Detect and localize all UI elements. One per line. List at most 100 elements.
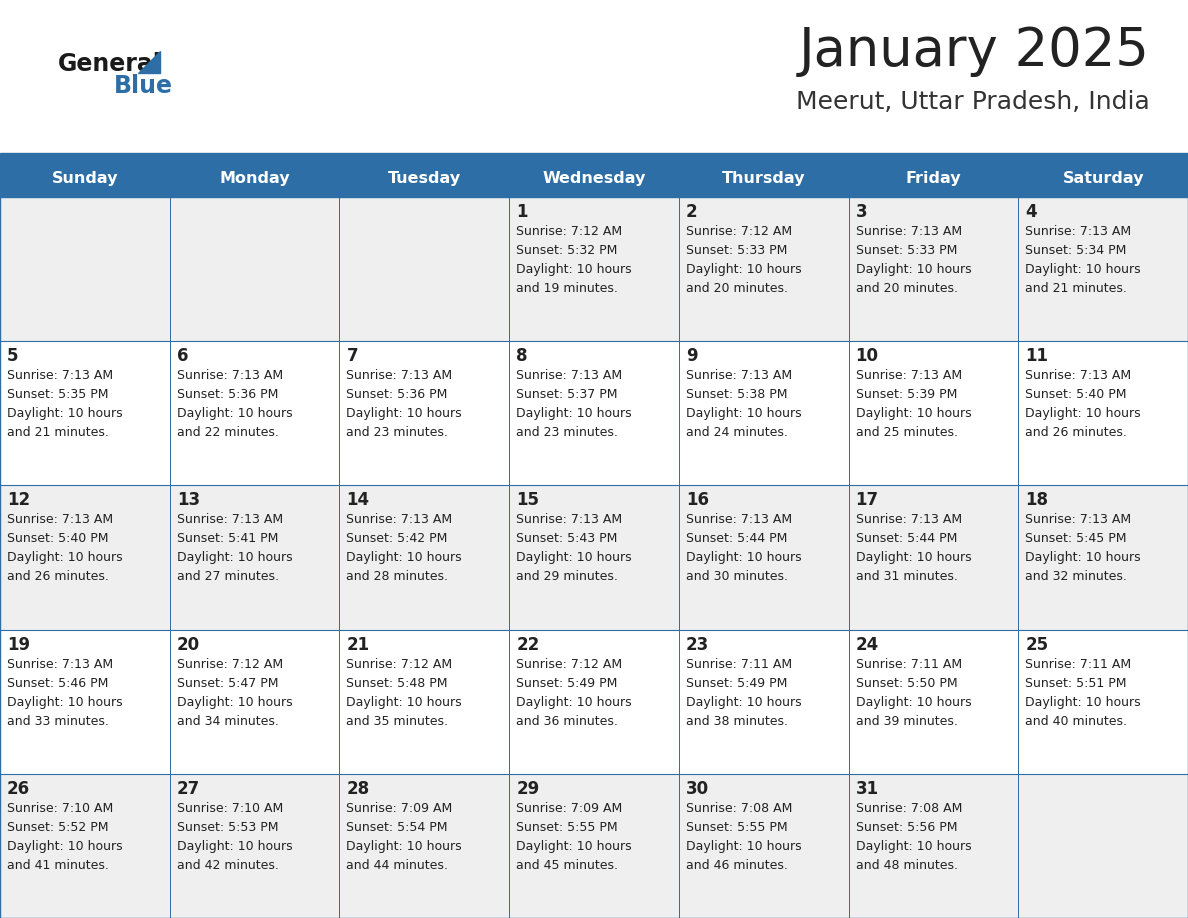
Text: and 29 minutes.: and 29 minutes. bbox=[516, 570, 618, 584]
Text: Monday: Monday bbox=[220, 171, 290, 185]
Text: Sunrise: 7:10 AM: Sunrise: 7:10 AM bbox=[177, 801, 283, 815]
Text: 1: 1 bbox=[516, 203, 527, 221]
Text: Daylight: 10 hours: Daylight: 10 hours bbox=[7, 408, 122, 420]
Text: and 35 minutes.: and 35 minutes. bbox=[347, 714, 448, 728]
Text: Sunrise: 7:12 AM: Sunrise: 7:12 AM bbox=[177, 657, 283, 671]
Bar bbox=[340, 630, 510, 774]
Polygon shape bbox=[138, 51, 160, 73]
Text: Sunset: 5:50 PM: Sunset: 5:50 PM bbox=[855, 677, 958, 689]
Bar bbox=[0, 774, 170, 918]
Bar bbox=[0, 197, 170, 341]
Text: Friday: Friday bbox=[905, 171, 961, 185]
Text: Sunset: 5:55 PM: Sunset: 5:55 PM bbox=[516, 821, 618, 834]
Bar bbox=[848, 197, 1018, 341]
Text: and 30 minutes.: and 30 minutes. bbox=[685, 570, 788, 584]
Bar bbox=[1018, 341, 1188, 486]
Bar bbox=[510, 486, 678, 630]
Text: Sunset: 5:44 PM: Sunset: 5:44 PM bbox=[855, 532, 958, 545]
Text: Daylight: 10 hours: Daylight: 10 hours bbox=[7, 552, 122, 565]
Text: Sunset: 5:48 PM: Sunset: 5:48 PM bbox=[347, 677, 448, 689]
Text: Daylight: 10 hours: Daylight: 10 hours bbox=[177, 696, 292, 709]
Bar bbox=[510, 341, 678, 486]
Text: and 19 minutes.: and 19 minutes. bbox=[516, 282, 618, 295]
Text: and 32 minutes.: and 32 minutes. bbox=[1025, 570, 1127, 584]
Bar bbox=[340, 341, 510, 486]
Bar bbox=[678, 630, 848, 774]
Text: Sunset: 5:43 PM: Sunset: 5:43 PM bbox=[516, 532, 618, 545]
Text: Daylight: 10 hours: Daylight: 10 hours bbox=[1025, 696, 1140, 709]
Text: 20: 20 bbox=[177, 635, 200, 654]
Text: 2: 2 bbox=[685, 203, 697, 221]
Text: and 27 minutes.: and 27 minutes. bbox=[177, 570, 279, 584]
Bar bbox=[0, 159, 170, 197]
Text: Sunset: 5:56 PM: Sunset: 5:56 PM bbox=[855, 821, 958, 834]
Text: Daylight: 10 hours: Daylight: 10 hours bbox=[685, 696, 802, 709]
Text: and 24 minutes.: and 24 minutes. bbox=[685, 426, 788, 439]
Text: 10: 10 bbox=[855, 347, 879, 365]
Bar bbox=[510, 774, 678, 918]
Text: Daylight: 10 hours: Daylight: 10 hours bbox=[855, 408, 972, 420]
Text: and 23 minutes.: and 23 minutes. bbox=[347, 426, 448, 439]
Text: Sunset: 5:42 PM: Sunset: 5:42 PM bbox=[347, 532, 448, 545]
Text: 3: 3 bbox=[855, 203, 867, 221]
Text: 25: 25 bbox=[1025, 635, 1049, 654]
Text: Sunrise: 7:13 AM: Sunrise: 7:13 AM bbox=[1025, 225, 1131, 238]
Text: Sunrise: 7:13 AM: Sunrise: 7:13 AM bbox=[177, 369, 283, 382]
Text: Sunrise: 7:13 AM: Sunrise: 7:13 AM bbox=[685, 369, 792, 382]
Text: Sunrise: 7:09 AM: Sunrise: 7:09 AM bbox=[347, 801, 453, 815]
Text: Sunrise: 7:10 AM: Sunrise: 7:10 AM bbox=[7, 801, 113, 815]
Text: Sunset: 5:54 PM: Sunset: 5:54 PM bbox=[347, 821, 448, 834]
Text: and 20 minutes.: and 20 minutes. bbox=[855, 282, 958, 295]
Text: and 21 minutes.: and 21 minutes. bbox=[1025, 282, 1127, 295]
Text: 13: 13 bbox=[177, 491, 200, 509]
Text: 12: 12 bbox=[7, 491, 30, 509]
Text: Sunrise: 7:13 AM: Sunrise: 7:13 AM bbox=[685, 513, 792, 526]
Text: and 48 minutes.: and 48 minutes. bbox=[855, 859, 958, 872]
Text: Sunrise: 7:13 AM: Sunrise: 7:13 AM bbox=[855, 513, 962, 526]
Text: Daylight: 10 hours: Daylight: 10 hours bbox=[685, 263, 802, 276]
Text: 29: 29 bbox=[516, 779, 539, 798]
Text: Sunrise: 7:12 AM: Sunrise: 7:12 AM bbox=[516, 225, 623, 238]
Bar bbox=[848, 630, 1018, 774]
Text: Sunday: Sunday bbox=[51, 171, 118, 185]
Text: Sunset: 5:53 PM: Sunset: 5:53 PM bbox=[177, 821, 278, 834]
Text: 24: 24 bbox=[855, 635, 879, 654]
Text: and 39 minutes.: and 39 minutes. bbox=[855, 714, 958, 728]
Text: Sunrise: 7:13 AM: Sunrise: 7:13 AM bbox=[855, 225, 962, 238]
Text: 27: 27 bbox=[177, 779, 200, 798]
Bar bbox=[848, 486, 1018, 630]
Text: Wednesday: Wednesday bbox=[542, 171, 646, 185]
Text: Daylight: 10 hours: Daylight: 10 hours bbox=[7, 696, 122, 709]
Text: 18: 18 bbox=[1025, 491, 1048, 509]
Text: 16: 16 bbox=[685, 491, 709, 509]
Bar bbox=[1018, 774, 1188, 918]
Text: Sunset: 5:46 PM: Sunset: 5:46 PM bbox=[7, 677, 108, 689]
Text: and 44 minutes.: and 44 minutes. bbox=[347, 859, 448, 872]
Bar bbox=[170, 630, 340, 774]
Bar bbox=[170, 774, 340, 918]
Bar bbox=[1018, 630, 1188, 774]
Bar bbox=[1018, 486, 1188, 630]
Text: Sunset: 5:34 PM: Sunset: 5:34 PM bbox=[1025, 244, 1126, 257]
Text: Daylight: 10 hours: Daylight: 10 hours bbox=[1025, 263, 1140, 276]
Text: Sunset: 5:32 PM: Sunset: 5:32 PM bbox=[516, 244, 618, 257]
Bar bbox=[848, 774, 1018, 918]
Text: Sunrise: 7:08 AM: Sunrise: 7:08 AM bbox=[685, 801, 792, 815]
Text: Sunset: 5:33 PM: Sunset: 5:33 PM bbox=[685, 244, 788, 257]
Bar bbox=[0, 341, 170, 486]
Bar bbox=[340, 197, 510, 341]
Text: Sunset: 5:52 PM: Sunset: 5:52 PM bbox=[7, 821, 108, 834]
Text: Daylight: 10 hours: Daylight: 10 hours bbox=[516, 552, 632, 565]
Text: 19: 19 bbox=[7, 635, 30, 654]
Text: and 26 minutes.: and 26 minutes. bbox=[7, 570, 109, 584]
Text: Daylight: 10 hours: Daylight: 10 hours bbox=[177, 552, 292, 565]
Text: and 46 minutes.: and 46 minutes. bbox=[685, 859, 788, 872]
Bar bbox=[678, 774, 848, 918]
Text: Daylight: 10 hours: Daylight: 10 hours bbox=[1025, 408, 1140, 420]
Text: Sunset: 5:36 PM: Sunset: 5:36 PM bbox=[177, 388, 278, 401]
Bar bbox=[510, 630, 678, 774]
Text: Sunrise: 7:12 AM: Sunrise: 7:12 AM bbox=[685, 225, 792, 238]
Text: Tuesday: Tuesday bbox=[387, 171, 461, 185]
Bar bbox=[170, 486, 340, 630]
Bar bbox=[170, 159, 340, 197]
